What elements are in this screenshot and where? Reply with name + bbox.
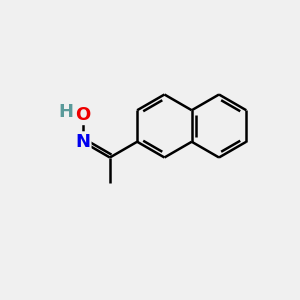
Text: H: H [58, 103, 74, 121]
Text: O: O [75, 106, 90, 124]
Text: N: N [75, 133, 90, 151]
